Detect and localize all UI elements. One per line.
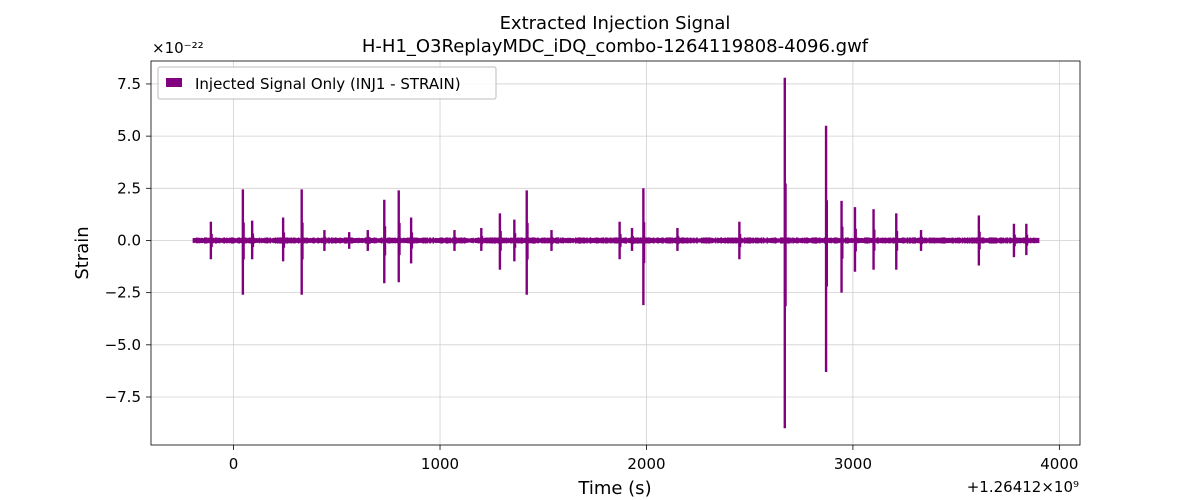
grid-lines [151, 61, 1080, 445]
x-tick-label: 0 [229, 455, 239, 473]
plot-frame [150, 60, 1081, 446]
x-tick-label: 4000 [1040, 455, 1078, 473]
y-tick-label: −7.5 [105, 388, 141, 406]
legend-swatch [166, 78, 182, 87]
x-axis: 0 1000 2000 3000 4000 [229, 445, 1078, 473]
legend-box [157, 66, 497, 100]
signal-band [193, 238, 1039, 243]
legend-label: Injected Signal Only (INJ1 - STRAIN) [195, 75, 461, 93]
chart-title: Extracted Injection Signal [500, 13, 731, 34]
chart-subtitle: H-H1_O3ReplayMDC_iDQ_combo-1264119808-40… [362, 36, 869, 57]
x-axis-label: Time (s) [577, 478, 651, 499]
y-axis: −7.5 −5.0 −2.5 0.0 2.5 5.0 7.5 [105, 75, 151, 406]
y-tick-label: 2.5 [117, 179, 141, 197]
x-tick-label: 2000 [627, 455, 665, 473]
y-tick-label: −2.5 [105, 284, 141, 302]
y-tick-label: 0.0 [117, 231, 141, 249]
y-tick-label: 5.0 [117, 127, 141, 145]
y-scale-label: ×10⁻²² [152, 39, 204, 57]
legend: Injected Signal Only (INJ1 - STRAIN) [157, 66, 497, 100]
y-tick-label: −5.0 [105, 336, 141, 354]
y-axis-label: Strain [72, 226, 93, 279]
x-offset-label: +1.26412×10⁹ [967, 478, 1079, 496]
series-layer [192, 77, 1040, 429]
x-tick-label: 1000 [421, 455, 459, 473]
x-tick-label: 3000 [834, 455, 872, 473]
y-tick-label: 7.5 [117, 75, 141, 93]
